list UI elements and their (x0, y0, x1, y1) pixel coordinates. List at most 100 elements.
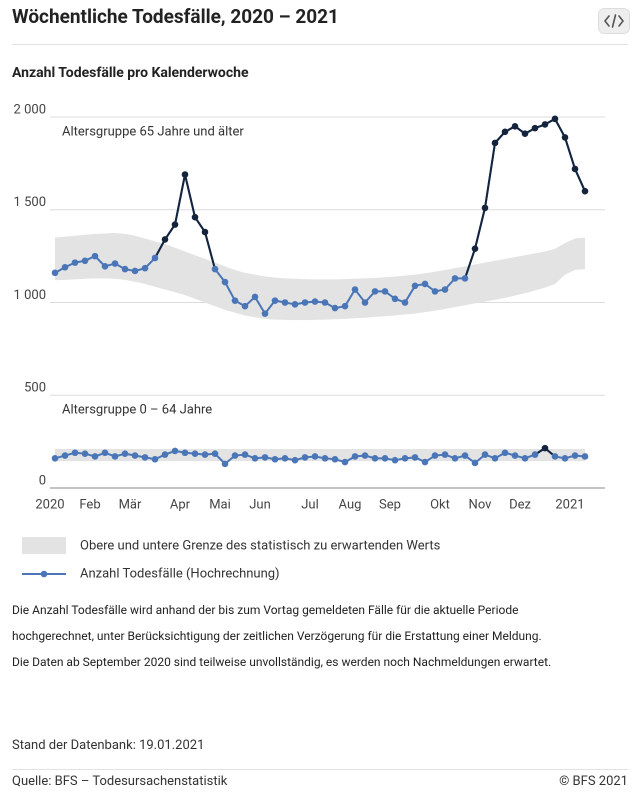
data-point (571, 452, 579, 459)
data-point (521, 455, 529, 462)
data-point (161, 451, 169, 458)
data-point (291, 301, 299, 308)
data-point (361, 452, 369, 459)
x-tick-label: Mär (119, 497, 142, 512)
data-point (241, 451, 249, 458)
data-point (531, 451, 539, 458)
excess-segment (484, 142, 496, 209)
data-point (451, 275, 459, 282)
excess-segment (564, 137, 576, 170)
data-point (251, 293, 259, 301)
data-point (561, 455, 569, 462)
data-point (211, 450, 219, 457)
data-point (131, 452, 139, 459)
data-point (191, 450, 199, 457)
data-point (241, 302, 249, 310)
data-point (321, 455, 329, 462)
data-point (501, 449, 509, 457)
data-point (371, 288, 379, 295)
data-point (581, 187, 589, 195)
y-tick-label: 0 (39, 473, 46, 488)
x-tick-label: Mai (209, 497, 231, 512)
data-point (121, 450, 129, 457)
data-point (271, 455, 279, 463)
data-point (471, 459, 479, 467)
excess-segment (204, 231, 216, 270)
divider (12, 44, 628, 45)
data-point (71, 449, 79, 457)
data-point (101, 449, 109, 457)
notes: Die Anzahl Todesfälle wird anhand der bi… (12, 597, 572, 675)
data-point (381, 455, 389, 462)
legend-band-swatch (22, 537, 66, 554)
data-point (231, 297, 239, 304)
note: Die Anzahl Todesfälle wird anhand der bi… (12, 603, 542, 643)
data-point (141, 454, 149, 461)
note: Die Daten ab September 2020 sind teilwei… (12, 655, 552, 669)
data-point (401, 455, 409, 462)
data-point (81, 257, 89, 265)
data-point (331, 304, 339, 312)
data-point (501, 128, 509, 136)
source: Quelle: BFS – Todesursachenstatistik (12, 774, 228, 789)
page-title: Wöchentliche Todesfälle, 2020 – 2021 (12, 5, 339, 28)
excess-segment (174, 174, 186, 225)
x-tick-label: Jun (249, 497, 271, 512)
x-tick-label: Jul (301, 497, 319, 512)
data-point (181, 171, 189, 178)
data-point (351, 286, 359, 293)
data-point (361, 299, 369, 306)
y-tick-label: 1 000 (14, 288, 46, 303)
data-point (461, 452, 469, 459)
chart-title: Anzahl Todesfälle pro Kalenderwoche (12, 65, 249, 81)
data-point (201, 228, 209, 236)
data-point (221, 278, 229, 286)
x-tick-label: 2021 (555, 497, 584, 512)
data-point (81, 450, 89, 457)
data-point (381, 288, 389, 295)
data-point (91, 453, 99, 460)
chart: 0 500 1 000 1 500 2 000 2020 Feb Mär Apr Mai Jun Ju… (14, 102, 605, 581)
data-point (431, 288, 439, 295)
data-point (391, 456, 399, 464)
data-point (531, 124, 539, 132)
data-point (231, 452, 239, 459)
data-point (391, 295, 399, 303)
data-point (411, 454, 419, 461)
data-point (421, 458, 429, 466)
data-point (71, 259, 79, 266)
data-point (401, 299, 409, 306)
group-label: Altersgruppe 65 Jahre und älter (62, 124, 244, 139)
data-point (191, 213, 199, 221)
data-point (301, 454, 309, 461)
excess-segment (464, 248, 476, 279)
group-label: Altersgruppe 0 – 64 Jahre (62, 402, 212, 417)
data-point (551, 453, 559, 460)
data-point (561, 134, 569, 141)
embed-icon (603, 14, 625, 28)
data-point (491, 139, 499, 147)
x-tick-label: Apr (170, 497, 191, 512)
copyright: © BFS 2021 (559, 774, 628, 789)
data-point (281, 455, 289, 462)
data-point (341, 458, 349, 466)
data-point (121, 265, 129, 273)
data-point (111, 453, 119, 460)
data-point (261, 310, 269, 317)
x-tick-label: Aug (339, 497, 362, 512)
data-point (211, 265, 219, 273)
divider (12, 769, 628, 770)
data-point (301, 299, 309, 306)
x-tick-label: Nov (469, 497, 493, 512)
data-point (131, 267, 139, 275)
data-point (431, 452, 439, 459)
excess-segment (184, 174, 196, 218)
data-point (481, 451, 489, 458)
data-point (541, 444, 549, 452)
data-point (511, 452, 519, 459)
embed-button[interactable] (598, 8, 630, 34)
data-point (101, 263, 109, 270)
excess-segment (554, 118, 566, 138)
data-point (461, 275, 469, 282)
